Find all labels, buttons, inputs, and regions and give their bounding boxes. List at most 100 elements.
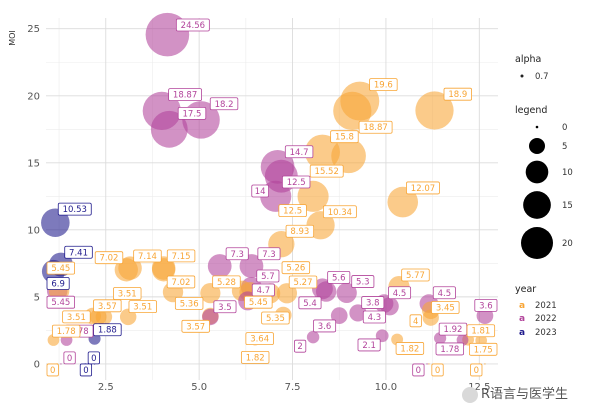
- x-tick-label: 2.5: [98, 382, 114, 393]
- data-label: 7.3: [230, 250, 244, 260]
- data-label: 7.14: [138, 252, 157, 262]
- data-label-box: [209, 97, 239, 111]
- data-label-box: [357, 338, 381, 352]
- legend-alpha-title: alpha: [515, 54, 541, 65]
- y-tick-label: 10: [27, 225, 40, 236]
- data-label-box: [288, 275, 318, 289]
- data-label: 19.6: [374, 81, 393, 91]
- data-label: 0: [435, 366, 440, 376]
- data-label: 15.52: [315, 167, 339, 177]
- bubble-2021: [90, 308, 107, 326]
- data-label: 3.57: [186, 322, 205, 332]
- data-label-box: [87, 351, 100, 365]
- data-label-box: [46, 363, 59, 377]
- data-label-box: [294, 339, 307, 353]
- x-tick-label: 5.0: [191, 382, 207, 393]
- data-label: 4.3: [368, 313, 382, 323]
- data-label: 12.5: [287, 178, 306, 188]
- data-label: 3.6: [318, 322, 332, 332]
- x-tick-label: 10.0: [375, 382, 397, 393]
- bubble-2021: [297, 180, 329, 212]
- data-label-box: [330, 130, 359, 144]
- bubble-2022: [336, 282, 357, 303]
- data-label: 4.7: [257, 286, 271, 296]
- data-label: 0: [474, 366, 479, 376]
- data-label-box: [281, 261, 311, 275]
- data-label: 5.45: [249, 298, 268, 308]
- data-label-box: [470, 363, 483, 377]
- legend-size-title: legend: [515, 105, 547, 116]
- data-label: 12.5: [283, 207, 302, 217]
- data-label-box: [327, 270, 351, 284]
- data-label-box: [358, 120, 393, 134]
- y-tick-label: 20: [27, 91, 40, 102]
- legend-year-label: 2021: [535, 301, 557, 311]
- data-label: 1.92: [444, 325, 463, 335]
- data-label: 15.8: [335, 133, 354, 143]
- data-label: 18.2: [215, 100, 234, 110]
- data-label-box: [409, 314, 422, 328]
- data-label: 1.88: [98, 326, 117, 336]
- data-label: 8.93: [290, 227, 309, 237]
- data-label-box: [388, 286, 412, 300]
- watermark-text: R语言与医学生: [481, 387, 569, 402]
- data-label: 1.82: [400, 344, 419, 354]
- data-label: 5.35: [266, 314, 285, 324]
- data-label-box: [113, 287, 142, 300]
- data-label: 2: [297, 342, 302, 352]
- legend-size-key: [521, 227, 553, 259]
- bubble-2022: [60, 363, 62, 365]
- data-label-box: [64, 245, 93, 259]
- data-label: 14: [255, 187, 266, 197]
- data-label-box: [395, 342, 425, 355]
- legend-size-label: 10: [562, 168, 573, 178]
- data-label: 3.45: [436, 303, 455, 313]
- data-label: 0: [83, 366, 88, 376]
- legend-size-label: 5: [562, 142, 567, 152]
- data-label: 10.53: [63, 205, 87, 215]
- data-label-box: [212, 275, 241, 289]
- legend-alpha-key: [520, 74, 524, 78]
- bubble-2021: [331, 138, 366, 174]
- data-label-box: [369, 78, 398, 92]
- data-label-box: [406, 181, 440, 195]
- bubble-2021: [484, 363, 486, 365]
- y-tick-label: 0: [34, 359, 40, 370]
- legend-year-key: a: [519, 314, 525, 324]
- data-label: 3.5: [218, 303, 232, 313]
- data-label-box: [313, 319, 337, 333]
- legend-size-label: 15: [562, 201, 573, 211]
- data-label-box: [412, 363, 425, 377]
- data-label-box: [281, 175, 311, 189]
- data-label: 2.1: [362, 341, 376, 351]
- data-label: 3.6: [479, 301, 493, 311]
- data-label-box: [166, 249, 196, 263]
- data-label: 7.41: [69, 248, 88, 258]
- bubble-2022: [380, 297, 399, 316]
- legend-size-key: [529, 138, 545, 154]
- legend-alpha-label: 0.7: [535, 72, 549, 82]
- data-label-box: [251, 184, 269, 198]
- legend-year-key: a: [519, 328, 525, 338]
- data-label-box: [322, 205, 357, 219]
- data-label-box: [181, 319, 210, 333]
- data-label: 0: [91, 354, 96, 364]
- bubble-2022: [315, 281, 337, 302]
- data-label: 14.7: [290, 148, 309, 158]
- wechat-icon: [462, 386, 478, 403]
- data-label: 1.82: [246, 353, 265, 363]
- data-label-box: [284, 145, 314, 159]
- data-label: 18.87: [173, 91, 197, 101]
- data-label: 7.02: [172, 278, 191, 288]
- data-label-box: [62, 310, 91, 324]
- data-label: 5.77: [406, 271, 425, 281]
- data-label-box: [175, 18, 210, 32]
- bubble-2022: [150, 110, 188, 148]
- data-label-box: [46, 277, 70, 290]
- data-label-box: [468, 342, 498, 356]
- data-label-box: [94, 251, 124, 265]
- data-label-box: [261, 311, 290, 325]
- x-tick-label: 7.5: [285, 382, 301, 393]
- data-label-box: [46, 261, 76, 275]
- data-label-box: [443, 87, 472, 101]
